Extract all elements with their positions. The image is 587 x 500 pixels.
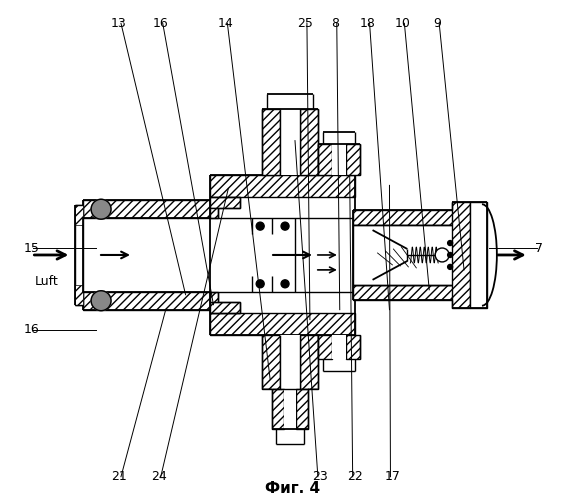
Text: 9: 9 <box>433 17 441 30</box>
Text: 22: 22 <box>347 470 363 483</box>
Bar <box>280 334 300 389</box>
Bar <box>353 225 464 285</box>
Text: 13: 13 <box>111 17 127 30</box>
Bar <box>211 312 355 334</box>
Bar <box>83 292 211 310</box>
Circle shape <box>448 252 453 258</box>
Bar <box>296 389 308 429</box>
Text: 18: 18 <box>360 17 376 30</box>
Text: 23: 23 <box>312 470 328 483</box>
Bar <box>211 302 240 312</box>
Bar <box>284 389 296 429</box>
Bar <box>211 208 218 218</box>
Text: 14: 14 <box>218 17 233 30</box>
Text: 17: 17 <box>384 470 400 483</box>
Text: 16: 16 <box>23 323 39 336</box>
Bar <box>346 144 360 176</box>
Bar <box>318 144 332 176</box>
Circle shape <box>435 248 449 262</box>
Text: Luft: Luft <box>35 275 58 288</box>
Text: 25: 25 <box>297 17 313 30</box>
Bar <box>470 202 487 308</box>
Text: 21: 21 <box>111 470 127 483</box>
Bar <box>300 109 318 176</box>
Bar <box>272 389 284 429</box>
Bar <box>332 144 346 176</box>
Bar <box>353 210 464 225</box>
Bar <box>211 292 218 302</box>
Text: Фиг. 4: Фиг. 4 <box>265 481 321 496</box>
Circle shape <box>448 264 453 270</box>
Bar <box>353 285 464 300</box>
Bar <box>83 200 211 218</box>
Bar <box>280 109 300 176</box>
Circle shape <box>91 200 111 219</box>
Text: 15: 15 <box>23 242 39 254</box>
Circle shape <box>448 240 453 246</box>
Bar <box>452 202 470 308</box>
Bar <box>332 334 346 359</box>
Bar <box>262 109 280 176</box>
Bar <box>262 334 280 389</box>
Circle shape <box>281 222 289 230</box>
Text: 24: 24 <box>151 470 167 483</box>
Circle shape <box>281 280 289 288</box>
Bar <box>211 198 240 208</box>
Circle shape <box>256 280 264 288</box>
Bar <box>75 205 83 225</box>
Text: 10: 10 <box>394 17 410 30</box>
Bar <box>346 334 360 359</box>
Bar <box>75 285 83 304</box>
Circle shape <box>256 222 264 230</box>
Circle shape <box>91 291 111 310</box>
Bar <box>211 176 355 198</box>
Bar <box>300 334 318 389</box>
Text: 16: 16 <box>153 17 168 30</box>
Bar <box>75 205 83 304</box>
Text: 7: 7 <box>535 242 542 254</box>
Text: 8: 8 <box>330 17 339 30</box>
Bar <box>318 334 332 359</box>
